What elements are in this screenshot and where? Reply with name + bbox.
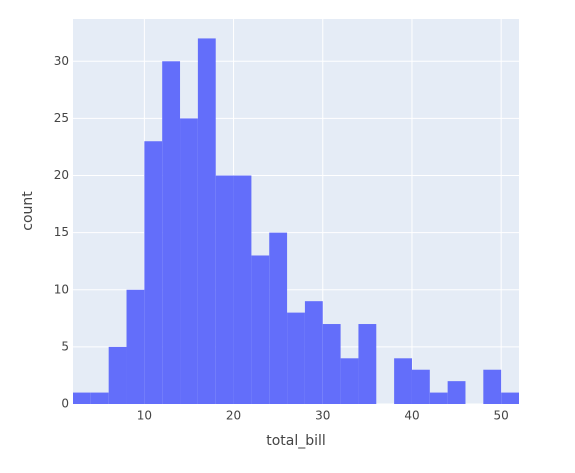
y-tick-label: 15 xyxy=(54,225,69,239)
bar xyxy=(126,289,145,404)
bars xyxy=(73,38,519,405)
y-tick-label: 5 xyxy=(61,339,69,353)
bar xyxy=(340,358,359,404)
x-tick-label: 40 xyxy=(404,409,419,423)
x-tick-label: 50 xyxy=(494,409,509,423)
bar xyxy=(287,312,305,404)
bar xyxy=(108,346,127,404)
bar xyxy=(269,232,288,404)
bar xyxy=(358,324,377,404)
bar xyxy=(304,301,323,404)
bar xyxy=(429,392,448,404)
bar xyxy=(447,381,466,404)
bar xyxy=(251,255,270,404)
x-tick-label: 20 xyxy=(226,409,241,423)
y-tick-label: 20 xyxy=(54,168,69,182)
y-tick-label: 30 xyxy=(54,54,69,68)
bar xyxy=(197,38,216,405)
bar xyxy=(162,61,181,405)
bar xyxy=(411,369,430,404)
bar xyxy=(73,392,91,404)
bar xyxy=(501,392,519,404)
bar xyxy=(483,369,502,404)
bar xyxy=(394,358,412,404)
bar xyxy=(90,392,109,404)
bar xyxy=(144,141,163,404)
x-tick-label: 30 xyxy=(315,409,330,423)
bar xyxy=(322,324,341,404)
bar xyxy=(215,175,234,404)
y-tick-label: 10 xyxy=(54,282,69,296)
y-tick-label: 0 xyxy=(61,397,69,411)
bar xyxy=(233,175,252,404)
y-axis-title: count xyxy=(20,191,36,231)
bar xyxy=(180,118,198,404)
y-tick-label: 25 xyxy=(54,111,69,125)
x-tick-label: 10 xyxy=(137,409,152,423)
x-axis-title: total_bill xyxy=(266,433,326,449)
